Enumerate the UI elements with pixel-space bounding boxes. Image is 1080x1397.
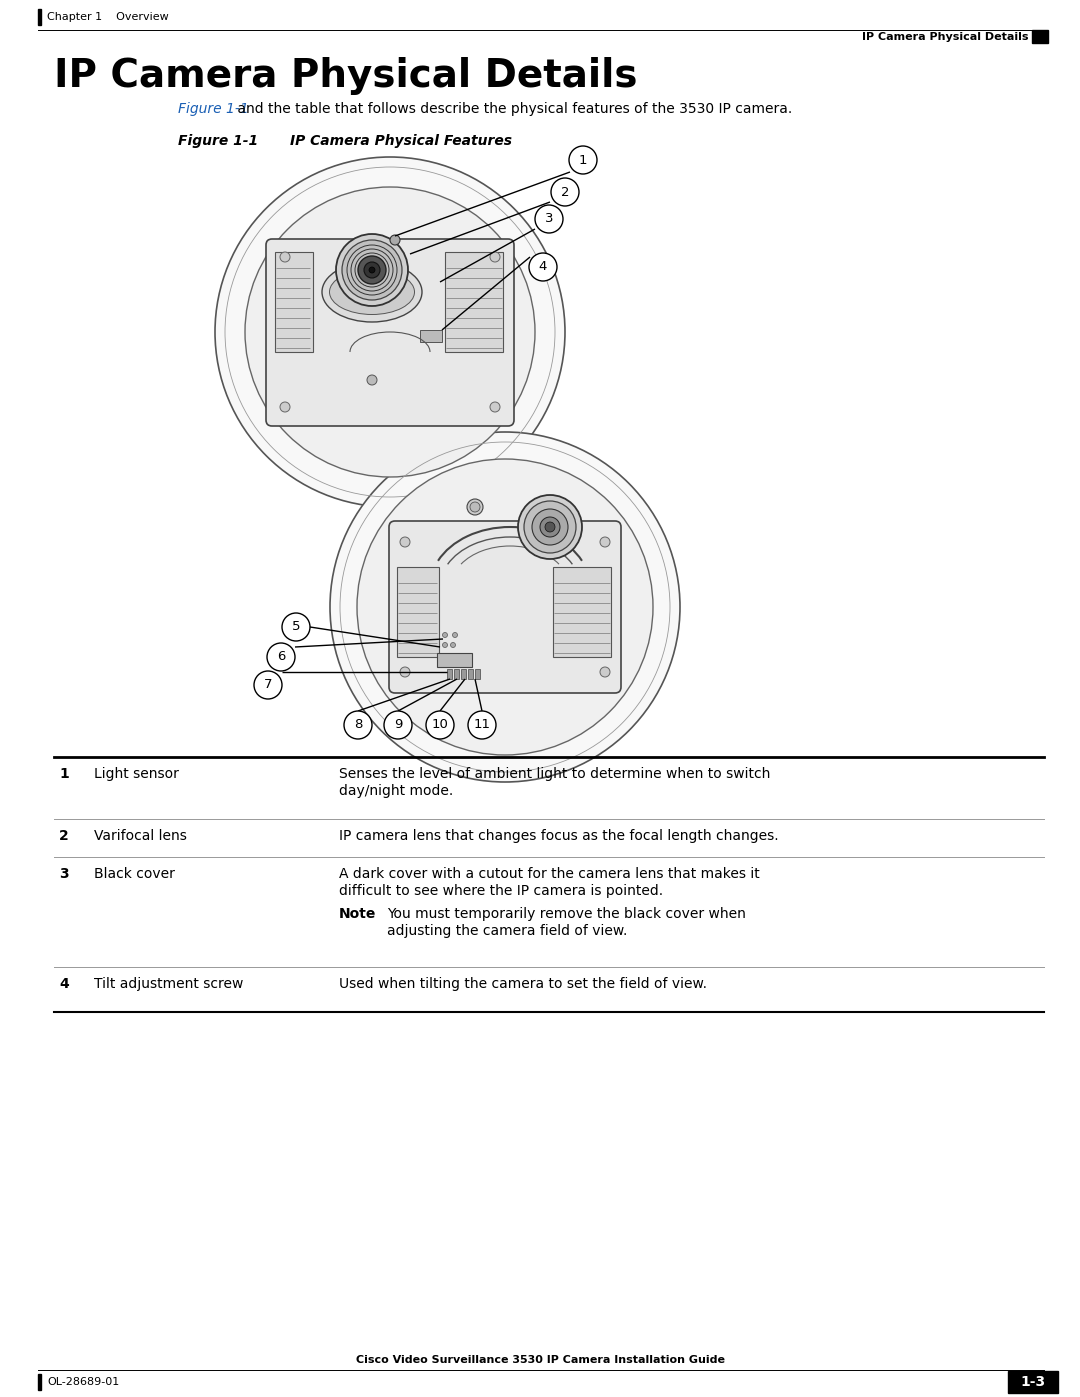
FancyBboxPatch shape xyxy=(389,521,621,693)
Circle shape xyxy=(545,522,555,532)
Circle shape xyxy=(280,402,291,412)
Circle shape xyxy=(468,711,496,739)
Circle shape xyxy=(490,402,500,412)
Circle shape xyxy=(345,711,372,739)
Text: Varifocal lens: Varifocal lens xyxy=(94,828,187,842)
Bar xyxy=(397,567,438,657)
Text: 11: 11 xyxy=(473,718,490,732)
Circle shape xyxy=(254,671,282,698)
Text: day/night mode.: day/night mode. xyxy=(339,784,454,798)
Text: 4: 4 xyxy=(59,977,69,990)
Text: 1: 1 xyxy=(579,154,588,166)
Bar xyxy=(461,669,465,679)
Text: IP Camera Physical Details: IP Camera Physical Details xyxy=(862,32,1028,42)
Circle shape xyxy=(453,633,458,637)
Text: Black cover: Black cover xyxy=(94,868,175,882)
Text: Senses the level of ambient light to determine when to switch: Senses the level of ambient light to det… xyxy=(339,767,770,781)
Text: OL-28689-01: OL-28689-01 xyxy=(48,1377,119,1387)
Bar xyxy=(1032,29,1048,43)
Circle shape xyxy=(467,499,483,515)
Text: 2: 2 xyxy=(561,186,569,198)
Circle shape xyxy=(443,633,447,637)
Circle shape xyxy=(384,711,411,739)
Text: 2: 2 xyxy=(59,828,69,842)
Circle shape xyxy=(367,374,377,386)
Text: Tilt adjustment screw: Tilt adjustment screw xyxy=(94,977,243,990)
Bar xyxy=(445,251,503,352)
Circle shape xyxy=(518,495,582,559)
Circle shape xyxy=(443,643,447,647)
FancyBboxPatch shape xyxy=(266,239,514,426)
Circle shape xyxy=(426,711,454,739)
Circle shape xyxy=(330,432,680,782)
Text: You must temporarily remove the black cover when: You must temporarily remove the black co… xyxy=(387,907,746,921)
Bar xyxy=(420,330,442,342)
Bar xyxy=(454,669,459,679)
Circle shape xyxy=(540,517,561,536)
Ellipse shape xyxy=(336,235,408,306)
Text: 9: 9 xyxy=(394,718,402,732)
Bar xyxy=(447,669,453,679)
Text: adjusting the camera field of view.: adjusting the camera field of view. xyxy=(387,923,627,937)
Text: Light sensor: Light sensor xyxy=(94,767,179,781)
Circle shape xyxy=(569,147,597,175)
Text: IP camera lens that changes focus as the focal length changes.: IP camera lens that changes focus as the… xyxy=(339,828,779,842)
Text: 7: 7 xyxy=(264,679,272,692)
Circle shape xyxy=(529,253,557,281)
Circle shape xyxy=(390,235,400,244)
Text: 5: 5 xyxy=(292,620,300,633)
Circle shape xyxy=(357,256,386,284)
Bar xyxy=(275,251,313,352)
Circle shape xyxy=(215,156,565,507)
Text: Chapter 1    Overview: Chapter 1 Overview xyxy=(48,13,168,22)
Text: 3: 3 xyxy=(544,212,553,225)
Ellipse shape xyxy=(342,240,402,300)
Text: IP Camera Physical Features: IP Camera Physical Features xyxy=(291,134,512,148)
Bar xyxy=(38,8,41,25)
Circle shape xyxy=(524,502,576,553)
Circle shape xyxy=(400,666,410,678)
Text: difficult to see where the IP camera is pointed.: difficult to see where the IP camera is … xyxy=(339,884,663,898)
Circle shape xyxy=(400,536,410,548)
Text: Figure 1-1: Figure 1-1 xyxy=(178,102,248,116)
Circle shape xyxy=(535,205,563,233)
Circle shape xyxy=(600,536,610,548)
Text: 3: 3 xyxy=(59,868,69,882)
Text: IP Camera Physical Details: IP Camera Physical Details xyxy=(54,57,637,95)
Circle shape xyxy=(357,460,653,754)
Text: Figure 1-1: Figure 1-1 xyxy=(178,134,258,148)
Circle shape xyxy=(532,509,568,545)
Bar xyxy=(437,652,472,666)
Text: 8: 8 xyxy=(354,718,362,732)
Circle shape xyxy=(282,613,310,641)
Ellipse shape xyxy=(329,270,415,314)
Circle shape xyxy=(280,251,291,263)
Bar xyxy=(1008,1370,1058,1393)
Circle shape xyxy=(551,177,579,205)
Text: 10: 10 xyxy=(432,718,448,732)
Text: Used when tilting the camera to set the field of view.: Used when tilting the camera to set the … xyxy=(339,977,707,990)
Text: 6: 6 xyxy=(276,651,285,664)
Bar xyxy=(475,669,480,679)
Circle shape xyxy=(490,251,500,263)
Circle shape xyxy=(245,187,535,476)
Circle shape xyxy=(450,643,456,647)
Ellipse shape xyxy=(322,263,422,321)
Text: 4: 4 xyxy=(539,260,548,274)
Circle shape xyxy=(364,263,380,278)
Text: Note: Note xyxy=(339,907,376,921)
Bar xyxy=(553,567,611,657)
Text: Cisco Video Surveillance 3530 IP Camera Installation Guide: Cisco Video Surveillance 3530 IP Camera … xyxy=(355,1355,725,1365)
Text: and the table that follows describe the physical features of the 3530 IP camera.: and the table that follows describe the … xyxy=(233,102,793,116)
Circle shape xyxy=(470,502,480,511)
Bar xyxy=(38,1375,41,1390)
Bar xyxy=(468,669,473,679)
Text: 1-3: 1-3 xyxy=(1021,1375,1045,1389)
Circle shape xyxy=(267,643,295,671)
Circle shape xyxy=(600,666,610,678)
Text: A dark cover with a cutout for the camera lens that makes it: A dark cover with a cutout for the camer… xyxy=(339,868,759,882)
Text: 1: 1 xyxy=(59,767,69,781)
Circle shape xyxy=(369,267,375,272)
